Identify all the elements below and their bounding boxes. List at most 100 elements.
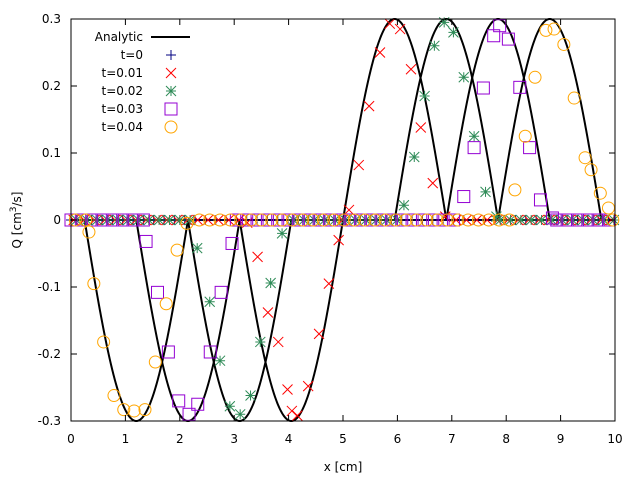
data-point bbox=[429, 40, 440, 52]
data-point bbox=[343, 204, 355, 216]
legend: Analytic t=0 t=0.01 t=0.02 t=0.03 t=0.04 bbox=[95, 30, 190, 134]
data-point bbox=[556, 214, 568, 226]
data-point bbox=[262, 307, 274, 318]
data-point bbox=[234, 408, 246, 420]
data-point bbox=[327, 213, 341, 227]
data-point bbox=[91, 214, 103, 226]
data-point bbox=[180, 216, 194, 230]
x-axis-ticks: 0 1 2 3 4 5 6 7 8 9 10 bbox=[67, 19, 623, 446]
data-point bbox=[122, 214, 134, 226]
data-point bbox=[164, 214, 175, 226]
y-tick-label: 0.1 bbox=[42, 146, 61, 160]
legend-item: t=0.01 bbox=[102, 66, 177, 80]
data-point bbox=[533, 193, 547, 207]
data-point bbox=[214, 355, 226, 367]
data-point bbox=[493, 19, 507, 33]
data-point bbox=[275, 213, 289, 227]
legend-label: t=0.01 bbox=[102, 66, 143, 80]
data-point bbox=[143, 214, 155, 226]
data-point bbox=[438, 16, 450, 28]
legend-item: t=0 bbox=[121, 48, 176, 62]
data-point bbox=[291, 213, 305, 227]
legend-item: t=0.04 bbox=[102, 120, 178, 134]
series-t=0.04 bbox=[68, 22, 620, 418]
data-point bbox=[384, 213, 398, 227]
data-point bbox=[148, 355, 162, 369]
data-point bbox=[593, 186, 607, 200]
data-point bbox=[79, 213, 93, 227]
data-point bbox=[105, 213, 119, 227]
data-point bbox=[112, 214, 124, 226]
series-t=0.03 bbox=[64, 19, 615, 421]
y-tick-label: 0 bbox=[53, 213, 61, 227]
data-point bbox=[296, 213, 310, 227]
y-tick-label: 0.2 bbox=[42, 79, 61, 93]
data-point bbox=[523, 141, 537, 155]
data-point bbox=[323, 278, 335, 290]
data-point bbox=[364, 213, 378, 227]
data-point bbox=[81, 214, 93, 226]
data-point bbox=[415, 213, 429, 227]
legend-label: t=0 bbox=[121, 48, 143, 62]
data-point bbox=[244, 213, 258, 227]
x-tick-label: 2 bbox=[176, 432, 184, 446]
data-point bbox=[291, 410, 303, 421]
x-tick-label: 6 bbox=[394, 432, 402, 446]
data-point bbox=[505, 214, 516, 226]
x-tick-label: 9 bbox=[557, 432, 565, 446]
series-t=0.02 bbox=[71, 16, 620, 420]
data-point bbox=[172, 394, 186, 408]
data-point bbox=[471, 213, 485, 227]
data-point bbox=[436, 213, 450, 227]
data-point bbox=[117, 403, 131, 417]
data-point bbox=[306, 213, 320, 227]
legend-marker-icon bbox=[164, 102, 178, 116]
x-tick-label: 7 bbox=[448, 432, 456, 446]
data-point bbox=[358, 213, 372, 227]
y-axis-label-prefix: Q [cm bbox=[10, 212, 24, 248]
data-point bbox=[501, 32, 515, 46]
data-point bbox=[136, 213, 150, 227]
data-point bbox=[333, 213, 347, 227]
data-point bbox=[316, 213, 330, 227]
data-point bbox=[584, 163, 598, 177]
data-point bbox=[415, 122, 427, 133]
data-point bbox=[513, 80, 527, 94]
data-point bbox=[224, 400, 236, 412]
data-point bbox=[254, 336, 266, 348]
data-point bbox=[127, 404, 141, 418]
data-point bbox=[282, 384, 293, 395]
data-point bbox=[482, 213, 496, 227]
data-point bbox=[363, 100, 375, 112]
data-point bbox=[126, 213, 140, 227]
data-point bbox=[567, 91, 581, 105]
data-point bbox=[229, 213, 243, 227]
data-point bbox=[587, 214, 599, 226]
data-point bbox=[339, 214, 351, 226]
legend-label: t=0.04 bbox=[102, 120, 143, 134]
data-point bbox=[536, 214, 547, 226]
data-point bbox=[312, 213, 326, 227]
data-point bbox=[150, 285, 164, 299]
data-point bbox=[491, 211, 502, 223]
data-point bbox=[581, 213, 595, 227]
x-tick-label: 10 bbox=[607, 432, 622, 446]
data-point bbox=[203, 345, 217, 359]
data-point bbox=[550, 213, 564, 227]
data-point bbox=[374, 213, 388, 227]
data-point bbox=[606, 213, 620, 227]
data-point bbox=[184, 214, 196, 226]
data-point bbox=[370, 214, 382, 226]
data-point bbox=[360, 214, 372, 226]
data-point bbox=[601, 201, 615, 215]
data-point bbox=[265, 213, 279, 227]
data-point bbox=[139, 234, 153, 248]
data-point bbox=[508, 183, 522, 197]
data-point bbox=[539, 23, 553, 37]
x-tick-label: 3 bbox=[230, 432, 238, 446]
data-point bbox=[378, 213, 392, 227]
data-point bbox=[170, 243, 184, 257]
data-point bbox=[570, 213, 584, 227]
data-point bbox=[322, 213, 336, 227]
